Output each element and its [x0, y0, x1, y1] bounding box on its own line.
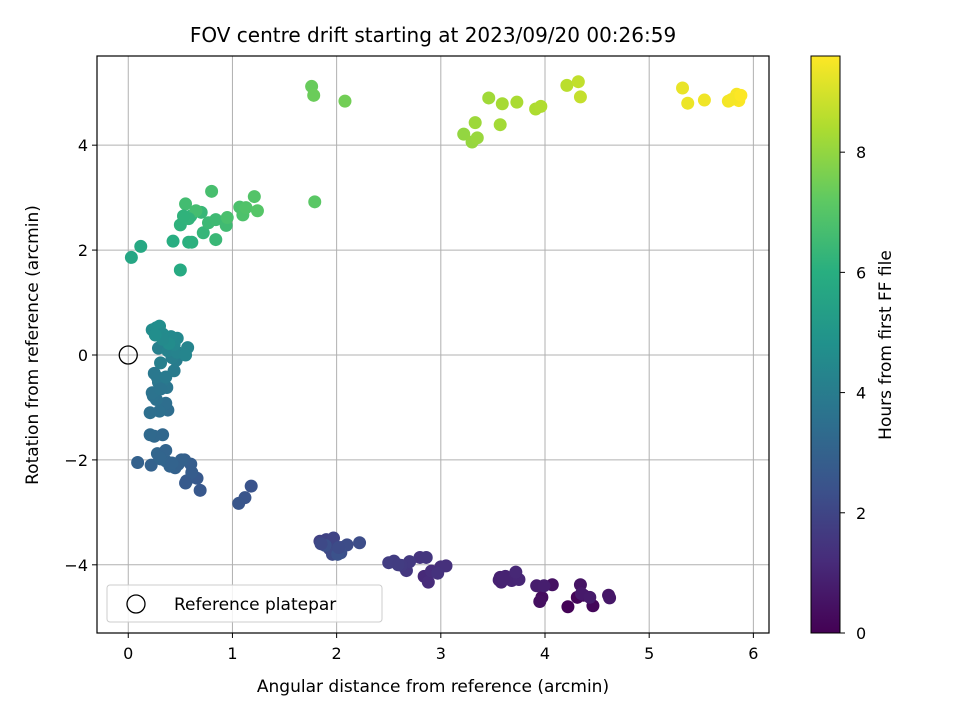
data-point — [493, 118, 507, 132]
y-tick-label: 0 — [78, 346, 88, 365]
colorbar-tick-label: 2 — [856, 504, 866, 523]
data-point — [209, 233, 223, 247]
data-point — [179, 197, 193, 211]
y-tick-label: −2 — [64, 451, 88, 470]
data-point — [439, 559, 453, 573]
data-point — [179, 348, 193, 362]
data-point — [179, 476, 193, 490]
data-point — [338, 94, 352, 108]
plot-frame — [96, 55, 770, 634]
data-point — [176, 209, 190, 223]
data-point — [173, 263, 187, 277]
x-axis-label: Angular distance from reference (arcmin) — [257, 677, 609, 697]
colorbar-tick-label: 6 — [856, 263, 866, 282]
data-point — [421, 575, 435, 589]
data-point — [144, 458, 158, 472]
data-point — [457, 127, 471, 141]
data-point — [239, 201, 253, 215]
data-point — [561, 600, 575, 614]
data-point — [165, 456, 179, 470]
data-point — [193, 483, 207, 497]
data-point — [247, 190, 261, 204]
x-tick-label: 5 — [644, 644, 654, 663]
data-point — [560, 78, 574, 92]
data-point — [537, 579, 551, 593]
y-axis-label: Rotation from reference (arcmin) — [23, 205, 43, 485]
data-point — [153, 450, 167, 464]
data-point — [734, 88, 748, 102]
reference-marker — [118, 345, 138, 365]
data-point — [419, 550, 433, 564]
x-tick-label: 1 — [227, 644, 237, 663]
colorbar-label: Hours from first FF file — [876, 250, 896, 440]
data-point — [697, 93, 711, 107]
data-point — [510, 95, 524, 109]
data-point — [431, 566, 445, 580]
data-point — [676, 81, 690, 95]
y-axis-ticks: −4 −2 0 2 4 — [64, 136, 97, 575]
data-point — [167, 364, 181, 378]
data-point — [232, 496, 246, 510]
colorbar-tick-label: 8 — [856, 143, 866, 162]
colorbar: 0 2 4 6 8 Hours from first FF file — [810, 55, 896, 643]
data-point — [131, 456, 145, 470]
data-point — [205, 184, 219, 198]
data-points — [124, 75, 748, 614]
data-point — [154, 382, 168, 396]
x-tick-label: 2 — [332, 644, 342, 663]
x-tick-label: 4 — [540, 644, 550, 663]
data-point — [571, 75, 585, 89]
legend: Reference platepar — [106, 584, 383, 623]
data-point — [391, 558, 405, 572]
colorbar-ticks: 0 2 4 6 8 — [840, 143, 866, 643]
data-point — [509, 565, 523, 579]
data-point — [209, 213, 223, 227]
data-point — [681, 96, 695, 110]
data-point — [534, 99, 548, 113]
data-point — [143, 406, 157, 420]
data-point — [332, 540, 346, 554]
data-point — [244, 479, 258, 493]
y-tick-label: −4 — [64, 556, 88, 575]
data-point — [185, 235, 199, 249]
colorbar-tick-label: 0 — [856, 624, 866, 643]
data-point — [143, 428, 157, 442]
y-tick-label: 4 — [78, 136, 88, 155]
data-point — [583, 590, 597, 604]
grid — [97, 56, 769, 633]
data-point — [533, 595, 547, 609]
data-point — [482, 91, 496, 105]
data-point — [124, 250, 138, 264]
data-point — [603, 591, 617, 605]
y-tick-label: 2 — [78, 241, 88, 260]
data-point — [314, 537, 328, 551]
data-point — [250, 204, 264, 218]
data-point — [220, 211, 234, 225]
reference-point — [118, 345, 138, 365]
data-point — [308, 195, 322, 209]
x-tick-label: 0 — [123, 644, 133, 663]
legend-label-reference: Reference platepar — [174, 595, 336, 615]
data-point — [470, 131, 484, 145]
chart-title: FOV centre drift starting at 2023/09/20 … — [190, 23, 676, 47]
x-axis-ticks: 0 1 2 3 4 5 6 — [123, 633, 758, 663]
x-tick-label: 3 — [436, 644, 446, 663]
data-point — [154, 356, 168, 370]
data-point — [353, 536, 367, 550]
data-point — [166, 234, 180, 248]
data-point — [495, 97, 509, 111]
data-point — [148, 328, 162, 342]
x-tick-label: 6 — [748, 644, 758, 663]
data-point — [468, 116, 482, 130]
legend-box — [106, 584, 383, 623]
data-point — [134, 239, 148, 253]
colorbar-gradient — [810, 55, 841, 634]
colorbar-tick-label: 4 — [856, 384, 866, 403]
data-point — [307, 88, 321, 102]
data-point — [496, 572, 510, 586]
data-point — [196, 226, 210, 240]
legend-marker-reference — [126, 594, 146, 614]
data-point — [573, 90, 587, 104]
